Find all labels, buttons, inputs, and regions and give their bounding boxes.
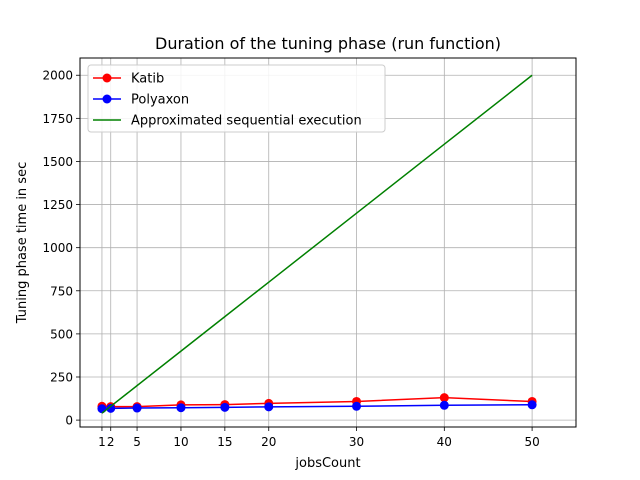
y-tick-label: 750 [50,284,73,298]
data-point [527,400,537,410]
legend-label: Approximated sequential execution [131,114,362,129]
y-tick-label: 500 [50,327,73,341]
legend-label: Katib [131,72,164,87]
legend-swatch-marker [102,73,112,83]
series-line [101,74,533,414]
x-tick-label: 2 [107,435,115,449]
legend-swatch-marker [102,94,112,104]
series-layer [97,74,537,414]
data-point [264,402,274,412]
x-tick-label: 40 [437,435,452,449]
data-point [97,404,107,414]
data-point [439,400,449,410]
legend-box [87,64,386,133]
data-point [439,393,449,403]
y-tick-label: 1500 [42,155,73,169]
legend-item: Katib [93,72,164,87]
data-point [220,402,230,412]
x-tick-label: 5 [133,435,141,449]
y-tick-label: 1250 [42,198,73,212]
legend: Katib Polyaxon Approximated sequential exe… [87,64,386,133]
legend-item: Approximated sequential execution [93,114,362,129]
x-tick-label: 30 [349,435,364,449]
data-point [176,403,186,413]
y-tick-label: 2000 [42,69,73,83]
y-axis-label: Tuning phase time in sec [15,162,30,324]
data-point [132,403,142,413]
x-tick-label: 50 [524,435,539,449]
y-tick-label: 250 [50,370,73,384]
y-tick-label: 1000 [42,241,73,255]
y-tick-label: 0 [65,414,73,428]
x-axis-label: jobsCount [294,456,360,471]
series-approximated-sequential-execution [101,74,533,414]
legend-label: Polyaxon [131,93,189,108]
plot-frame [79,57,577,428]
legend-item: Polyaxon [93,93,189,108]
x-tick-label: 1 [98,435,106,449]
data-point [106,403,116,413]
x-tick-label: 20 [261,435,276,449]
x-tick-label: 10 [173,435,188,449]
y-tick-label: 1750 [42,112,73,126]
x-tick-label: 15 [217,435,232,449]
series-polyaxon [97,400,537,414]
y-axis: 0 250 500 750 1000 1250 1500 1750 2000 [42,69,80,428]
data-point [352,401,362,411]
chart-title: Duration of the tuning phase (run functi… [155,34,501,53]
x-axis: 1 2 5 10 15 20 30 40 50 [98,427,540,449]
